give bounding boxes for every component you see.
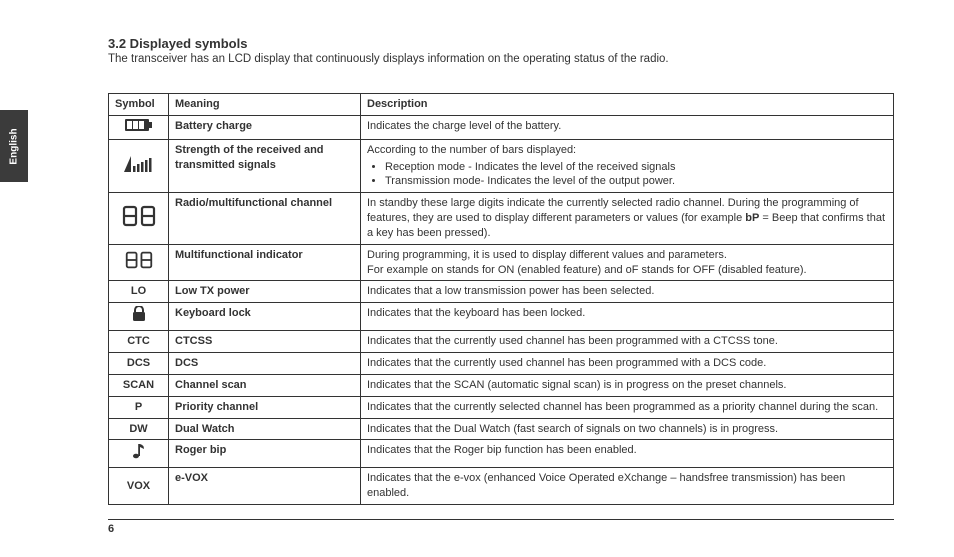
meaning-cell: Roger bip [169, 440, 361, 468]
section-title: 3.2 Displayed symbols [108, 36, 894, 51]
desc-bullet: Reception mode - Indicates the level of … [385, 160, 887, 175]
symbol-cell: LO [109, 281, 169, 303]
symbol-cell: SCAN [109, 374, 169, 396]
desc-bullets: Reception mode - Indicates the level of … [367, 160, 887, 190]
table-row: VOX e-VOX Indicates that the e-vox (enha… [109, 468, 894, 505]
table-row: Battery charge Indicates the charge leve… [109, 115, 894, 139]
meaning-cell: e-VOX [169, 468, 361, 505]
lock-icon [132, 306, 146, 327]
symbol-cell [109, 115, 169, 139]
description-cell: Indicates that the currently used channe… [361, 331, 894, 353]
battery-icon [125, 119, 153, 136]
desc-line1: During programming, it is used to displa… [367, 249, 727, 261]
description-cell: Indicates that a low transmission power … [361, 281, 894, 303]
th-description: Description [361, 94, 894, 116]
description-cell: Indicates that the e-vox (enhanced Voice… [361, 468, 894, 505]
table-row: DCS DCS Indicates that the currently use… [109, 352, 894, 374]
desc-bullet: Transmission mode- Indicates the level o… [385, 174, 887, 189]
desc-line2: For example on stands for ON (enabled fe… [367, 264, 807, 276]
symbol-cell: VOX [109, 468, 169, 505]
description-cell: Indicates that the keyboard has been loc… [361, 303, 894, 331]
table-row: Keyboard lock Indicates that the keyboar… [109, 303, 894, 331]
digits-88-icon [122, 205, 156, 232]
table-row: DW Dual Watch Indicates that the Dual Wa… [109, 418, 894, 440]
language-tab: English [0, 110, 28, 182]
meaning-cell: DCS [169, 352, 361, 374]
description-cell: Indicates that the Roger bip function ha… [361, 440, 894, 468]
table-row: CTC CTCSS Indicates that the currently u… [109, 331, 894, 353]
music-note-icon [132, 443, 146, 464]
description-cell: In standby these large digits indicate t… [361, 193, 894, 245]
description-cell: Indicates that the SCAN (automatic signa… [361, 374, 894, 396]
page-content: 3.2 Displayed symbols The transceiver ha… [108, 36, 894, 505]
symbol-cell [109, 303, 169, 331]
symbol-cell: DCS [109, 352, 169, 374]
table-row: Multifunctional indicator During program… [109, 244, 894, 281]
meaning-cell: Dual Watch [169, 418, 361, 440]
language-tab-label: English [9, 128, 20, 164]
desc-bold: bP [745, 212, 759, 224]
table-row: Strength of the received and transmitted… [109, 139, 894, 193]
symbol-cell: DW [109, 418, 169, 440]
th-symbol: Symbol [109, 94, 169, 116]
symbol-cell [109, 139, 169, 193]
description-cell: According to the number of bars displaye… [361, 139, 894, 193]
description-cell: Indicates that the Dual Watch (fast sear… [361, 418, 894, 440]
meaning-cell: Low TX power [169, 281, 361, 303]
digits-88-icon [124, 251, 154, 274]
symbols-table: Symbol Meaning Description Battery charg… [108, 93, 894, 505]
meaning-cell: CTCSS [169, 331, 361, 353]
table-header-row: Symbol Meaning Description [109, 94, 894, 116]
section-subtitle: The transceiver has an LCD display that … [108, 53, 894, 65]
meaning-cell: Battery charge [169, 115, 361, 139]
signal-icon [124, 156, 154, 177]
description-cell: During programming, it is used to displa… [361, 244, 894, 281]
meaning-cell: Strength of the received and transmitted… [169, 139, 361, 193]
meaning-cell: Multifunctional indicator [169, 244, 361, 281]
page-number: 6 [108, 519, 894, 535]
description-cell: Indicates the charge level of the batter… [361, 115, 894, 139]
table-row: Radio/multifunctional channel In standby… [109, 193, 894, 245]
description-cell: Indicates that the currently used channe… [361, 352, 894, 374]
desc-intro: According to the number of bars displaye… [367, 144, 576, 156]
symbol-cell: P [109, 396, 169, 418]
table-row: SCAN Channel scan Indicates that the SCA… [109, 374, 894, 396]
table-row: Roger bip Indicates that the Roger bip f… [109, 440, 894, 468]
table-row: LO Low TX power Indicates that a low tra… [109, 281, 894, 303]
symbol-cell [109, 193, 169, 245]
symbol-cell [109, 244, 169, 281]
symbol-cell: CTC [109, 331, 169, 353]
table-row: P Priority channel Indicates that the cu… [109, 396, 894, 418]
meaning-cell: Radio/multifunctional channel [169, 193, 361, 245]
description-cell: Indicates that the currently selected ch… [361, 396, 894, 418]
meaning-cell: Priority channel [169, 396, 361, 418]
meaning-cell: Channel scan [169, 374, 361, 396]
symbol-cell [109, 440, 169, 468]
th-meaning: Meaning [169, 94, 361, 116]
meaning-cell: Keyboard lock [169, 303, 361, 331]
